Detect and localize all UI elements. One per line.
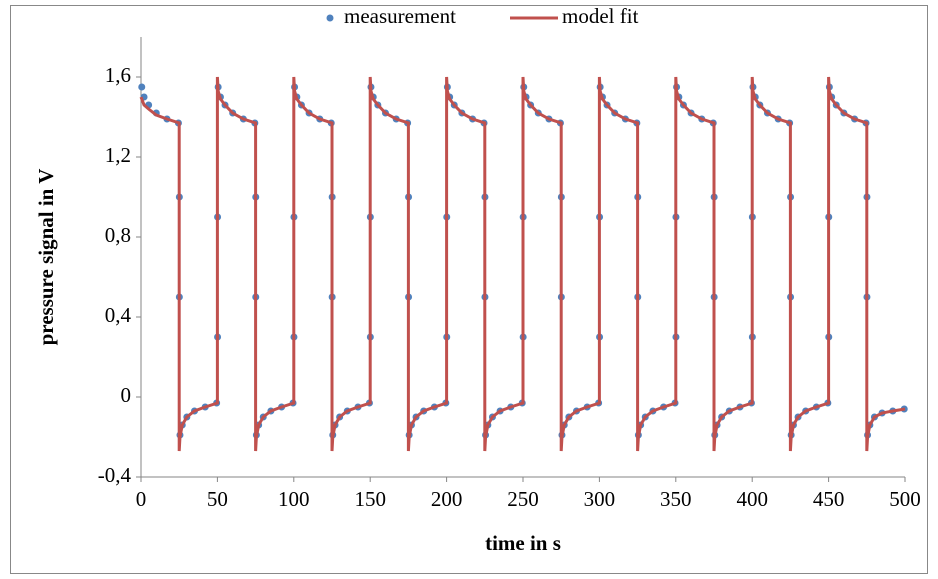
legend-label: measurement [344, 4, 456, 28]
x-tick-label: 350 [660, 487, 692, 511]
y-axis-title: pressure signal in V [34, 169, 58, 346]
y-tick-label: 1,2 [105, 143, 131, 167]
x-tick-label: 400 [736, 487, 768, 511]
y-tick-label: 0 [121, 383, 132, 407]
y-tick-label: 1,6 [105, 63, 131, 87]
x-tick-label: 50 [207, 487, 228, 511]
model-fit-line [139, 76, 906, 452]
x-tick-label: 200 [431, 487, 463, 511]
y-tick-label: 0,8 [105, 223, 131, 247]
chart-border [10, 5, 928, 574]
x-tick-label: 100 [278, 487, 310, 511]
x-tick-label: 450 [813, 487, 845, 511]
y-tick-label: -0,4 [98, 463, 132, 487]
x-tick-label: 300 [584, 487, 616, 511]
legend-marker [326, 14, 334, 22]
legend-label: model fit [562, 4, 639, 28]
x-axis-title: time in s [485, 531, 561, 555]
measurement-point [138, 83, 146, 91]
y-tick-label: 0,4 [105, 303, 132, 327]
x-tick-label: 250 [507, 487, 539, 511]
x-tick-label: 0 [136, 487, 147, 511]
x-tick-label: 500 [889, 487, 921, 511]
x-tick-label: 150 [354, 487, 386, 511]
